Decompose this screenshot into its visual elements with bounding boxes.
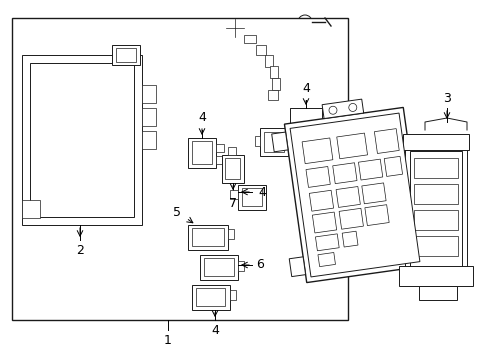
Bar <box>187 225 227 250</box>
Bar <box>271 78 280 90</box>
Bar <box>22 200 40 218</box>
Bar <box>413 158 457 178</box>
Bar <box>309 190 333 211</box>
Bar <box>203 258 234 276</box>
Text: 3: 3 <box>442 91 450 104</box>
Bar <box>267 90 278 100</box>
Bar <box>298 132 318 152</box>
Bar <box>271 132 287 152</box>
Text: 6: 6 <box>256 258 264 271</box>
Bar <box>364 205 388 226</box>
Bar <box>142 131 156 149</box>
Bar <box>229 190 238 199</box>
Bar <box>254 136 260 146</box>
Bar <box>294 128 323 156</box>
Text: 7: 7 <box>228 197 237 210</box>
Bar <box>317 252 335 267</box>
Bar <box>192 285 229 310</box>
Bar <box>238 185 265 210</box>
Text: 4: 4 <box>258 185 265 198</box>
Bar <box>264 132 284 152</box>
Bar <box>413 236 457 256</box>
Bar <box>312 212 336 233</box>
Bar <box>361 183 386 204</box>
Bar <box>192 141 212 164</box>
Bar <box>222 155 244 183</box>
Bar <box>112 45 140 65</box>
Bar <box>413 184 457 204</box>
Bar <box>289 113 419 277</box>
Bar <box>244 35 256 43</box>
Bar <box>238 261 244 271</box>
Bar <box>284 107 425 283</box>
Text: 2: 2 <box>76 243 84 257</box>
Bar <box>30 63 134 217</box>
Bar <box>216 144 224 152</box>
Bar <box>142 85 156 103</box>
Text: 1: 1 <box>164 334 172 347</box>
Bar <box>302 138 332 164</box>
Bar <box>409 151 461 271</box>
Bar <box>322 99 363 118</box>
Bar <box>404 146 466 276</box>
Bar <box>374 129 398 153</box>
Bar <box>224 158 240 179</box>
Bar <box>305 167 329 188</box>
Bar <box>323 136 327 146</box>
Bar <box>418 286 456 300</box>
Bar <box>398 266 472 286</box>
Bar <box>335 186 360 207</box>
Text: 4: 4 <box>302 81 309 95</box>
Bar <box>242 188 262 206</box>
Bar <box>336 133 367 159</box>
Bar <box>192 228 224 246</box>
Bar <box>142 108 156 126</box>
Bar <box>358 159 382 180</box>
Bar <box>22 55 142 225</box>
Bar <box>116 48 136 62</box>
Bar <box>12 18 347 320</box>
Text: 4: 4 <box>198 111 205 123</box>
Bar <box>339 208 363 229</box>
Bar <box>288 257 305 276</box>
Bar <box>342 231 357 247</box>
Bar <box>413 210 457 230</box>
Bar <box>200 255 238 280</box>
Bar <box>187 138 216 168</box>
Bar <box>227 147 236 155</box>
Bar <box>315 234 339 251</box>
Bar <box>332 163 356 184</box>
Bar <box>402 134 468 150</box>
Text: 5: 5 <box>173 206 181 219</box>
Bar <box>216 156 224 164</box>
Bar <box>229 290 236 300</box>
Bar <box>384 156 402 176</box>
Bar <box>269 66 278 78</box>
Text: 4: 4 <box>211 324 219 337</box>
Bar <box>256 45 265 55</box>
Bar <box>264 55 272 67</box>
Bar <box>227 229 234 239</box>
Bar <box>260 128 287 156</box>
Bar <box>196 288 224 306</box>
